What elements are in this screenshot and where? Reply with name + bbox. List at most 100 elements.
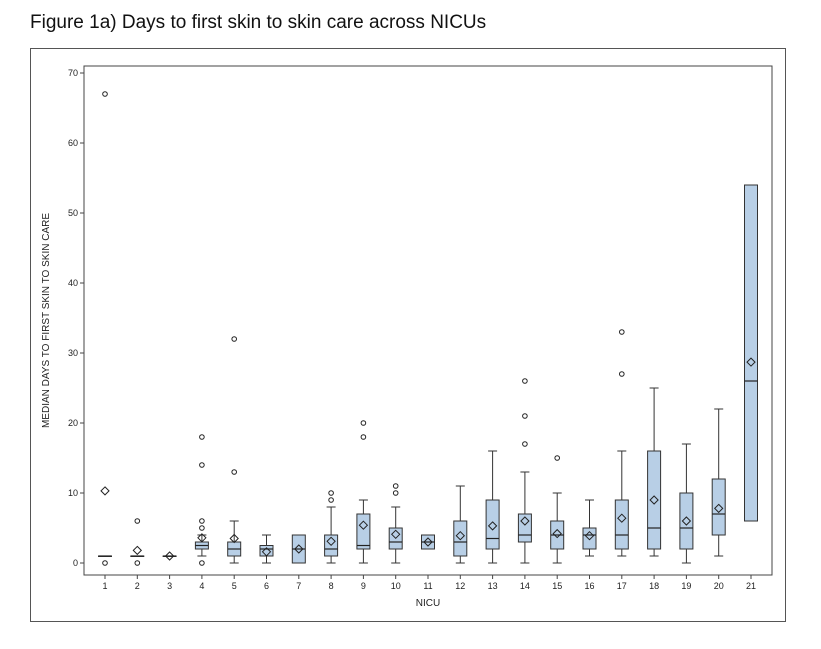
y-tick-label: 40 xyxy=(68,278,78,288)
x-tick-label: 20 xyxy=(714,581,724,591)
outlier-point xyxy=(392,483,399,489)
box-8 xyxy=(324,490,339,564)
iqr-box xyxy=(614,499,629,550)
iqr-box xyxy=(582,527,597,550)
x-tick-label: 6 xyxy=(264,581,269,591)
outlier-point xyxy=(328,490,334,496)
box-15 xyxy=(550,455,565,564)
mean-marker xyxy=(423,537,433,547)
x-tick-label: 8 xyxy=(329,581,334,591)
outlier-point xyxy=(328,497,334,503)
boxes-group xyxy=(98,91,758,566)
outlier-point xyxy=(522,413,528,419)
box-13 xyxy=(485,450,500,564)
y-tick-label: 10 xyxy=(68,488,78,498)
iqr-box xyxy=(356,513,371,550)
iqr-box xyxy=(679,492,694,550)
x-tick-label: 21 xyxy=(746,581,756,591)
x-axis-label: NICU xyxy=(416,598,440,609)
y-tick-label: 20 xyxy=(68,418,78,428)
box-2 xyxy=(130,518,145,566)
y-tick-label: 70 xyxy=(68,68,78,78)
outlier-point xyxy=(199,518,205,524)
box-18 xyxy=(647,387,662,557)
x-tick-label: 12 xyxy=(455,581,465,591)
mean-marker xyxy=(326,536,336,547)
y-tick-label: 30 xyxy=(68,348,78,358)
outlier-point xyxy=(199,462,205,468)
box-11 xyxy=(421,534,435,550)
figure-title: Figure 1a) Days to first skin to skin ca… xyxy=(30,12,487,33)
box-14 xyxy=(517,378,532,564)
x-tick-label: 18 xyxy=(649,581,659,591)
x-tick-label: 15 xyxy=(552,581,562,591)
box-16 xyxy=(582,499,597,557)
iqr-box xyxy=(485,499,500,550)
iqr-box xyxy=(711,478,726,536)
outlier-point xyxy=(619,329,625,335)
outlier-point xyxy=(522,441,528,447)
mean-marker xyxy=(294,544,304,554)
mean-marker xyxy=(552,528,562,539)
mean-marker xyxy=(358,520,369,530)
iqr-box xyxy=(259,545,274,557)
mean-marker xyxy=(746,357,756,367)
outlier-point xyxy=(199,525,205,531)
box-19 xyxy=(679,443,694,564)
x-tick-label: 4 xyxy=(199,581,204,591)
mean-marker xyxy=(164,551,175,561)
mean-marker xyxy=(197,533,207,543)
x-tick-label: 16 xyxy=(584,581,594,591)
x-tick-label: 3 xyxy=(167,581,172,591)
box-5 xyxy=(227,336,242,564)
mean-marker xyxy=(390,529,401,540)
box-4 xyxy=(194,434,209,566)
outlier-point xyxy=(554,455,561,461)
box-21 xyxy=(744,184,758,522)
y-tick-label: 50 xyxy=(68,208,78,218)
box-9 xyxy=(356,420,371,564)
x-tick-label: 7 xyxy=(296,581,301,591)
mean-marker xyxy=(100,486,110,496)
mean-marker xyxy=(584,530,595,541)
plot-area xyxy=(83,65,773,576)
x-tick-label: 11 xyxy=(423,581,432,591)
x-tick-label: 5 xyxy=(232,581,237,591)
mean-marker xyxy=(681,516,692,526)
mean-marker xyxy=(487,521,498,531)
iqr-box xyxy=(453,520,468,557)
outlier-point xyxy=(134,560,141,566)
mean-marker xyxy=(229,533,239,544)
outlier-point xyxy=(102,560,108,566)
y-axis-label: MEDIAN DAYS TO FIRST SKIN TO SKIN CARE xyxy=(41,213,52,428)
outlier-point xyxy=(231,469,237,475)
box-20 xyxy=(711,408,726,557)
figure-frame xyxy=(30,48,786,622)
x-tick-label: 19 xyxy=(681,581,691,591)
outlier-point xyxy=(102,91,108,97)
box-6 xyxy=(259,534,274,564)
box-3 xyxy=(162,551,177,561)
y-axis: 0 10 20 30 40 50 60 70 xyxy=(68,68,84,568)
x-tick-label: 10 xyxy=(391,581,401,591)
outlier-point xyxy=(199,560,205,566)
y-tick-label: 0 xyxy=(73,558,78,568)
x-tick-label: 9 xyxy=(361,581,366,591)
mean-marker xyxy=(520,516,530,526)
box-12 xyxy=(453,485,468,564)
mean-marker xyxy=(261,547,272,557)
iqr-box xyxy=(517,513,532,543)
x-tick-label: 13 xyxy=(488,581,498,591)
outlier-point xyxy=(619,371,625,377)
outlier-point xyxy=(522,378,528,384)
outlier-point xyxy=(231,336,237,342)
iqr-box xyxy=(744,184,758,522)
x-tick-label: 2 xyxy=(135,581,140,591)
outlier-point xyxy=(360,420,367,426)
x-tick-label: 1 xyxy=(102,581,107,591)
mean-marker xyxy=(649,495,659,505)
mean-marker xyxy=(132,545,143,556)
y-tick-label: 60 xyxy=(68,138,78,148)
mean-marker xyxy=(617,513,627,523)
